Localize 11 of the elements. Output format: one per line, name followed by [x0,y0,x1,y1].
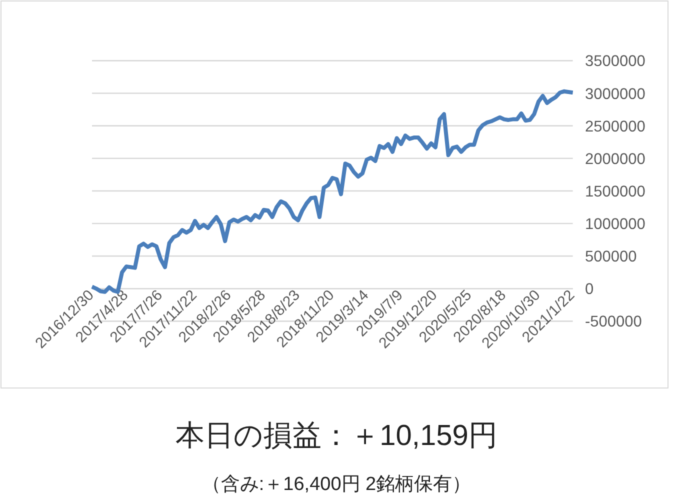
y-tick-label: 1500000 [585,183,646,200]
y-tick-label: 3000000 [585,86,646,103]
y-tick-label: 2500000 [585,118,646,136]
y-tick-label: 3500000 [585,53,646,70]
y-tick-label: -500000 [585,314,642,331]
y-tick-label: 0 [585,281,594,298]
y-tick-label: 1000000 [585,216,646,234]
text: 本日の損益：＋10,159円 [176,420,498,452]
y-tick-label: 500000 [585,248,638,266]
y-tick-label: 2000000 [585,150,646,168]
text: （含み:＋16,400円 2銘柄保有） [202,474,472,495]
